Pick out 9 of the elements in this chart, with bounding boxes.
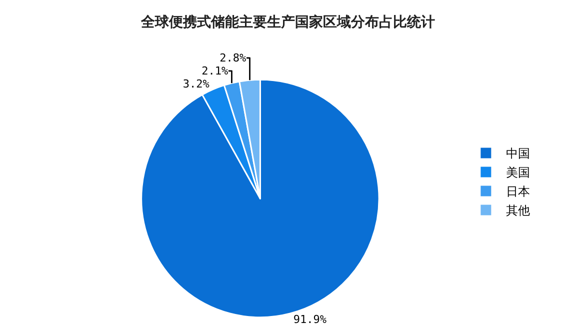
data-label: 91.9% (293, 313, 327, 326)
legend-label: 其他 (506, 204, 530, 218)
legend-label: 日本 (506, 184, 530, 199)
data-label: 3.2% (182, 77, 210, 90)
legend-label: 美国 (506, 166, 530, 180)
chart-title: 全球便携式储能主要生产国家区域分布占比统计 (140, 13, 435, 30)
data-label: 2.8% (220, 51, 247, 64)
data-label: 2.1% (202, 64, 228, 78)
legend-label: 中国 (506, 146, 530, 161)
